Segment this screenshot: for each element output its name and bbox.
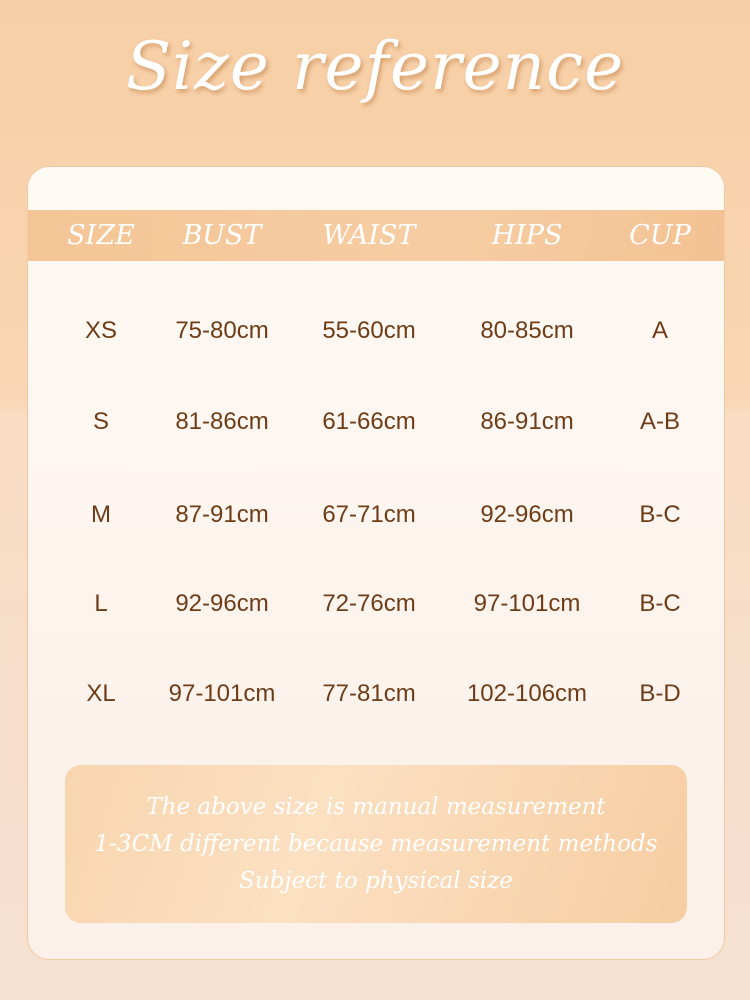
note-line: The above size is manual measurement [146,793,606,820]
column-header-waist: WAIST [322,220,416,251]
table-cell-cup: B-C [639,501,681,528]
note-line: 1-3CM different because measurement meth… [94,830,658,857]
table-cell-waist: 61-66cm [322,408,416,435]
table-cell-waist: 72-76cm [322,590,416,617]
table-cell-bust: 81-86cm [175,408,269,435]
table-cell-bust: 87-91cm [175,501,269,528]
table-header: SIZE BUST WAIST HIPS CUP [28,210,724,261]
column-header-size: SIZE [67,220,135,251]
table-cell-bust: 92-96cm [175,590,269,617]
table-cell-cup: B-D [639,680,681,707]
table-cell-size: XS [84,317,118,344]
table-cell-waist: 77-81cm [322,680,416,707]
size-table-card: SIZE BUST WAIST HIPS CUP XS 75-80cm 55-60cm 80-… [27,166,725,960]
table-cell-bust: 97-101cm [168,680,276,707]
measurement-note: The above size is manual measurement 1-3… [65,765,687,923]
table-cell-size: L [94,590,108,617]
table-cell-cup: A-B [639,408,681,435]
table-cell-size: S [92,408,110,435]
table-cell-waist: 67-71cm [322,501,416,528]
column-header-hips: HIPS [491,220,563,251]
table-cell-hips: 86-91cm [480,408,574,435]
table-cell-waist: 55-60cm [322,317,416,344]
table-cell-cup: B-C [639,590,681,617]
table-cell-bust: 75-80cm [175,317,269,344]
table-cell-size: M [91,501,111,528]
table-cell-hips: 92-96cm [480,501,574,528]
table-cell-cup: A [651,317,669,344]
table-cell-size: XL [86,680,116,707]
note-line: Subject to physical size [239,867,513,894]
column-header-cup: CUP [629,220,691,251]
page-title: Size reference [125,28,625,105]
table-cell-hips: 97-101cm [473,590,581,617]
table-cell-hips: 102-106cm [466,680,588,707]
table-cell-hips: 80-85cm [480,317,574,344]
column-header-bust: BUST [182,220,262,251]
